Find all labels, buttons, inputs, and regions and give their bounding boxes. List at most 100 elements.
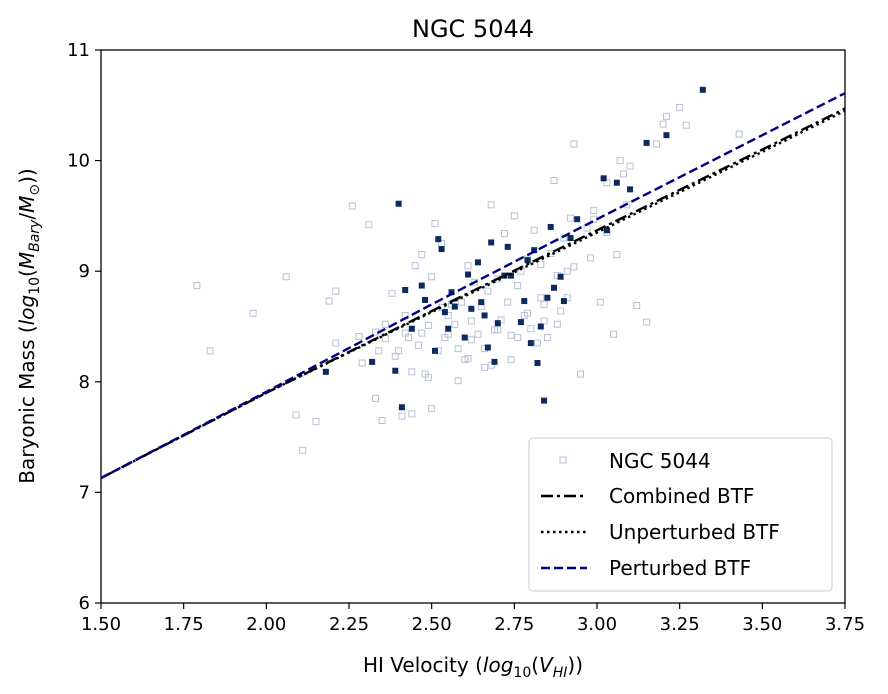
highlight-point <box>481 312 488 319</box>
highlight-point <box>567 235 574 242</box>
data-point <box>428 404 436 412</box>
data-point <box>418 251 426 259</box>
data-point <box>676 104 684 112</box>
data-point <box>487 361 495 369</box>
data-point <box>507 356 515 364</box>
legend-label-ngc5044: NGC 5044 <box>609 449 711 473</box>
data-point <box>497 316 505 324</box>
data-point <box>332 287 340 295</box>
highlight-point <box>544 294 551 301</box>
data-point <box>586 254 594 262</box>
x-axis-label: HI Velocity (log10(VHI)) <box>363 653 583 681</box>
data-point <box>576 370 584 378</box>
highlight-point <box>521 298 528 305</box>
highlight-point <box>484 344 491 351</box>
data-point <box>292 411 300 419</box>
data-point <box>375 347 383 355</box>
x-tick-label: 3.75 <box>825 614 865 635</box>
data-point <box>474 330 482 338</box>
data-point <box>428 273 436 281</box>
highlight-point <box>663 132 670 139</box>
highlight-point <box>402 287 409 294</box>
data-point <box>464 355 472 363</box>
data-point <box>411 262 419 270</box>
highlight-point <box>474 259 481 266</box>
data-point <box>414 341 422 349</box>
highlight-point <box>422 296 429 303</box>
data-point <box>603 179 611 187</box>
data-point <box>395 347 403 355</box>
data-point <box>570 140 578 148</box>
x-tick-label: 1.50 <box>81 614 121 635</box>
data-point <box>487 201 495 209</box>
combined-btf-line <box>101 107 845 480</box>
data-point <box>424 321 432 329</box>
x-tick-label: 3.25 <box>660 614 700 635</box>
highlight-point <box>603 227 610 234</box>
highlight-point <box>574 216 581 223</box>
highlight-point <box>461 334 468 341</box>
highlight-point <box>398 404 405 411</box>
data-point <box>626 162 634 170</box>
data-point <box>408 368 416 376</box>
highlight-point <box>524 257 531 264</box>
data-point <box>500 230 508 238</box>
data-point <box>514 282 522 290</box>
highlight-point <box>557 273 564 280</box>
data-point <box>643 318 651 326</box>
y-tick-label: 6 <box>79 593 90 614</box>
data-point <box>365 221 373 229</box>
x-tick-label: 3.00 <box>577 614 617 635</box>
data-point <box>735 130 743 138</box>
x-tick-label: 1.75 <box>164 614 204 635</box>
data-point <box>371 394 379 402</box>
highlight-point <box>451 303 458 310</box>
x-tick-label: 2.50 <box>412 614 452 635</box>
data-point <box>398 412 406 420</box>
legend-label-perturbed: Perturbed BTF <box>609 556 751 580</box>
highlight-point <box>699 86 706 93</box>
data-point <box>299 446 307 454</box>
highlight-point <box>541 397 548 404</box>
data-point <box>514 334 522 342</box>
data-point <box>543 334 551 342</box>
data-point <box>424 373 432 381</box>
data-point <box>610 330 618 338</box>
highlight-point <box>435 236 442 243</box>
data-point <box>633 301 641 309</box>
highlight-point <box>551 284 558 291</box>
data-point <box>504 298 512 306</box>
perturbed-btf-line <box>101 92 845 480</box>
data-point <box>530 226 538 234</box>
data-point <box>418 329 426 337</box>
highlight-point <box>534 359 541 366</box>
highlight-point <box>531 247 538 254</box>
data-point <box>249 309 257 317</box>
highlight-point <box>537 323 544 330</box>
data-point <box>358 359 366 367</box>
legend: NGC 5044 Combined BTF Unperturbed BTF Pe… <box>528 437 833 592</box>
data-point <box>444 311 452 319</box>
highlight-point <box>408 325 415 332</box>
highlight-point <box>448 289 455 296</box>
data-point <box>570 263 578 271</box>
data-point <box>527 325 535 333</box>
data-point <box>682 121 690 129</box>
highlight-point <box>392 367 399 374</box>
highlight-point <box>508 272 515 279</box>
highlight-point <box>547 223 554 230</box>
highlight-point <box>560 298 567 305</box>
y-tick-label: 7 <box>79 482 90 503</box>
data-point <box>550 177 558 185</box>
highlight-point <box>418 282 425 289</box>
highlight-point <box>643 139 650 146</box>
data-point <box>616 157 624 165</box>
legend-label-combined: Combined BTF <box>609 484 754 508</box>
data-point <box>401 329 409 337</box>
data-point <box>467 336 475 344</box>
x-tick-label: 2.25 <box>329 614 369 635</box>
data-point <box>378 417 386 425</box>
y-tick-label: 11 <box>67 40 90 61</box>
data-point <box>454 345 462 353</box>
